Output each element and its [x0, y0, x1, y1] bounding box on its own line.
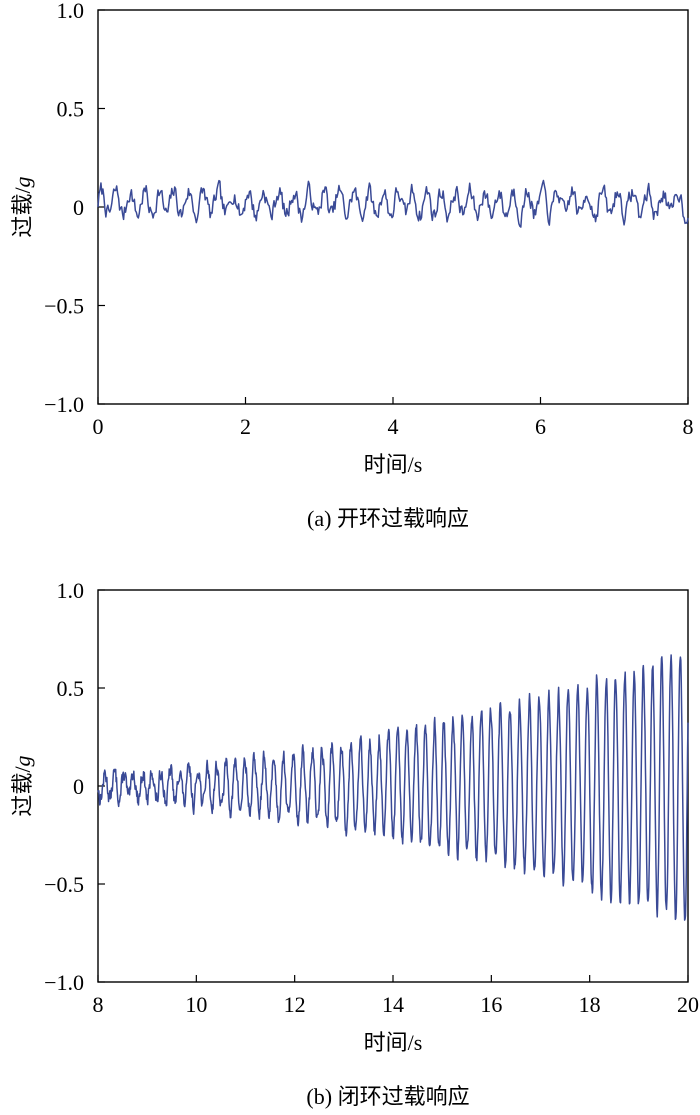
chart-a-plot-frame — [97, 9, 689, 405]
chart-a-ytick-label: 0 — [73, 195, 84, 220]
chart-a-ytick-label: −1.0 — [44, 392, 84, 417]
chart-b-ylabel-unit: g — [10, 755, 35, 766]
chart-a-xlabel: 时间/s — [364, 452, 423, 477]
chart-b-ticks: 8 10 12 14 16 18 20 1.0 0.5 0 −0.5 −1.0 — [44, 578, 699, 1017]
chart-a: 0 2 4 6 8 1.0 0.5 0 −0.5 −1.0 过载/g 时间/s (a) 开环过载响… — [10, 0, 694, 531]
chart-a-series — [97, 179, 689, 228]
chart-a-xtick-label: 0 — [93, 414, 104, 439]
chart-b-ylabel: 过载/g — [10, 755, 35, 816]
chart-b-xtick-label: 16 — [480, 992, 502, 1017]
chart-b-ytick-label: −0.5 — [44, 872, 84, 897]
chart-a-ticks: 0 2 4 6 8 1.0 0.5 0 −0.5 −1.0 — [44, 0, 693, 439]
chart-b-series — [97, 654, 689, 921]
chart-b-xtick-label: 12 — [284, 992, 306, 1017]
chart-b-ylabel-prefix: 过载/ — [10, 766, 35, 817]
chart-b-xtick-label: 14 — [382, 992, 404, 1017]
chart-b-caption: (b) 闭环过载响应 — [306, 1084, 469, 1109]
chart-b-ytick-label: −1.0 — [44, 970, 84, 995]
chart-a-xtick-label: 8 — [683, 414, 694, 439]
chart-b-series-line — [97, 654, 689, 921]
chart-b-ytick-label: 0 — [73, 774, 84, 799]
chart-b-ytick-label: 0.5 — [57, 676, 85, 701]
chart-a-ytick-label: 1.0 — [57, 0, 85, 23]
chart-a-xtick-label: 6 — [535, 414, 546, 439]
chart-a-ylabel: 过载/g — [10, 176, 35, 237]
chart-a-ytick-label: −0.5 — [44, 294, 84, 319]
chart-a-caption: (a) 开环过载响应 — [307, 506, 469, 531]
chart-b-ytick-label: 1.0 — [57, 578, 85, 603]
chart-b-xtick-label: 8 — [93, 992, 104, 1017]
chart-a-ylabel-unit: g — [10, 176, 35, 187]
chart-a-ytick-label: 0.5 — [57, 97, 85, 122]
chart-b-xtick-label: 18 — [579, 992, 601, 1017]
chart-b-xlabel: 时间/s — [364, 1030, 423, 1055]
chart-a-series-line — [97, 179, 689, 228]
chart-a-xtick-label: 4 — [388, 414, 399, 439]
chart-b-xtick-label: 20 — [677, 992, 699, 1017]
chart-b: 8 10 12 14 16 18 20 1.0 0.5 0 −0.5 −1.0 过载/g 时间/s (… — [10, 578, 699, 1109]
chart-a-xtick-label: 2 — [240, 414, 251, 439]
chart-a-ylabel-prefix: 过载/ — [10, 187, 35, 238]
chart-b-xtick-label: 10 — [185, 992, 207, 1017]
